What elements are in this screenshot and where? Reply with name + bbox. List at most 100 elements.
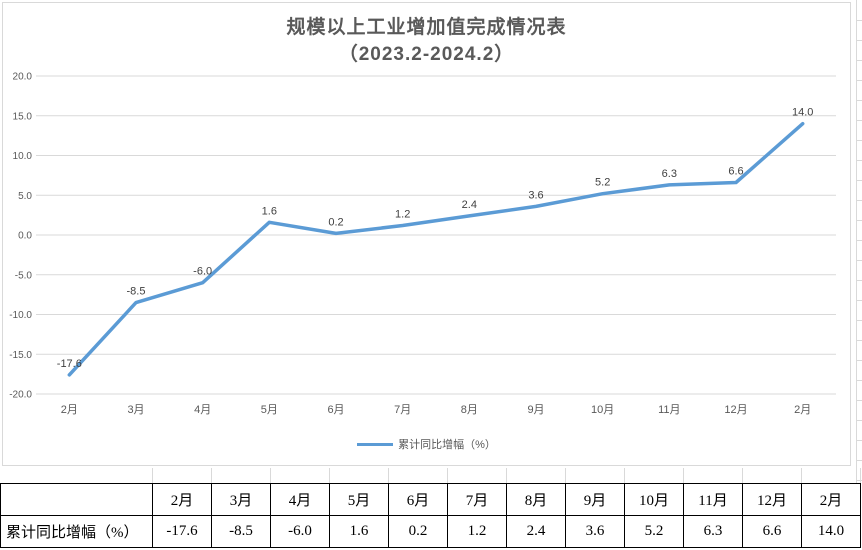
spreadsheet-gridline xyxy=(856,180,862,181)
spreadsheet-gridline xyxy=(856,380,862,381)
table-value-cell[interactable]: 6.6 xyxy=(742,515,802,548)
table-month-header-cell[interactable]: 4月 xyxy=(270,483,330,516)
data-label: 0.2 xyxy=(328,216,343,228)
spreadsheet-gridline xyxy=(856,160,862,161)
table-month-header-cell[interactable]: 8月 xyxy=(506,483,566,516)
spreadsheet-gridline xyxy=(856,280,862,281)
chart-legend[interactable]: 累计同比增幅（%） xyxy=(3,436,850,452)
x-axis-category-label: 2月 xyxy=(61,404,78,416)
spreadsheet-gridline xyxy=(270,468,271,483)
y-axis-tick-label: 0.0 xyxy=(18,231,32,242)
y-axis-tick-label: -20.0 xyxy=(9,390,32,401)
x-axis-category-label: 12月 xyxy=(724,404,747,416)
table-month-header-cell[interactable]: 5月 xyxy=(329,483,389,516)
table-value-cell[interactable]: -6.0 xyxy=(270,515,330,548)
x-axis-category-label: 3月 xyxy=(127,404,144,416)
data-label: 3.6 xyxy=(528,189,543,201)
table-month-header-cell[interactable]: 3月 xyxy=(211,483,271,516)
x-axis-category-label: 6月 xyxy=(327,404,344,416)
x-axis-category-label: 8月 xyxy=(461,404,478,416)
spreadsheet-gridline xyxy=(624,468,625,483)
x-axis-category-label: 10月 xyxy=(591,404,614,416)
data-label: 1.6 xyxy=(262,205,277,217)
spreadsheet-gridline xyxy=(211,468,212,483)
data-label: 6.3 xyxy=(662,168,677,180)
spreadsheet-gridline xyxy=(856,460,862,461)
data-label: -17.6 xyxy=(57,358,82,370)
data-label: -6.0 xyxy=(193,266,212,278)
spreadsheet-gridline xyxy=(856,420,862,421)
spreadsheet-gridline xyxy=(856,100,862,101)
spreadsheet-gridline xyxy=(856,120,862,121)
x-axis-category-label: 9月 xyxy=(527,404,544,416)
spreadsheet-gridline xyxy=(856,360,862,361)
table-corner-cell[interactable] xyxy=(0,483,153,516)
legend-label: 累计同比增幅（%） xyxy=(398,439,496,451)
table-month-header-cell[interactable]: 9月 xyxy=(565,483,625,516)
legend-line-swatch xyxy=(357,442,394,446)
y-axis-tick-label: -10.0 xyxy=(9,310,32,321)
table-value-cell[interactable]: -17.6 xyxy=(152,515,212,548)
table-value-cell[interactable]: 2.4 xyxy=(506,515,566,548)
data-label: -8.5 xyxy=(127,286,146,298)
table-month-header-cell[interactable]: 7月 xyxy=(447,483,507,516)
table-row-header-cell[interactable]: 累计同比增幅（%） xyxy=(0,515,153,548)
y-axis-tick-label: 20.0 xyxy=(13,72,33,83)
x-axis-category-label: 2月 xyxy=(794,404,811,416)
data-label: 5.2 xyxy=(595,177,610,189)
chart-frame[interactable]: 规模以上工业增加值完成情况表 （2023.2-2024.2） 20.0 15.0 1… xyxy=(2,2,851,466)
x-axis-category-label: 7月 xyxy=(394,404,411,416)
data-label: 2.4 xyxy=(462,199,477,211)
table-value-cell[interactable]: 1.6 xyxy=(329,515,389,548)
table-month-header-cell[interactable]: 6月 xyxy=(388,483,448,516)
spreadsheet-gridline xyxy=(801,468,802,483)
table-month-header-cell[interactable]: 2月 xyxy=(801,483,861,516)
spreadsheet-gridline xyxy=(856,20,862,21)
spreadsheet-gridline xyxy=(856,440,862,441)
line-chart-plot: 20.0 15.0 10.0 5.0 0.0 -5.0 -10.0 -15.0 -20.0 2月 3… xyxy=(9,72,836,416)
series-line[interactable] xyxy=(67,121,805,377)
spreadsheet-gridline xyxy=(447,468,448,483)
data-label: 14.0 xyxy=(792,107,813,119)
y-axis-tick-label: -15.0 xyxy=(9,350,32,361)
table-value-cell[interactable]: 14.0 xyxy=(801,515,861,548)
table-value-cell[interactable]: 5.2 xyxy=(624,515,684,548)
table-value-cell[interactable]: 6.3 xyxy=(683,515,743,548)
spreadsheet-gridline xyxy=(856,320,862,321)
table-month-header-cell[interactable]: 11月 xyxy=(683,483,743,516)
table-month-header-cell[interactable]: 2月 xyxy=(152,483,212,516)
table-value-cell[interactable]: 1.2 xyxy=(447,515,507,548)
data-table: 2月 3月 4月 5月 6月 7月 8月 9月 10月 11月 12月 2月 累计同比增幅（%） -17.… xyxy=(0,483,861,548)
y-axis-tick-label: -5.0 xyxy=(15,270,33,281)
spreadsheet-gridline xyxy=(683,468,684,483)
spreadsheet-gridline xyxy=(856,400,862,401)
spreadsheet-gridline xyxy=(565,468,566,483)
table-data-row: 累计同比增幅（%） -17.6 -8.5 -6.0 1.6 0.2 1.2 2.4 3.6 5.2… xyxy=(0,515,861,548)
data-label: 6.6 xyxy=(728,166,743,178)
spreadsheet-gridline xyxy=(856,220,862,221)
chart-title: 规模以上工业增加值完成情况表 xyxy=(286,17,567,38)
spreadsheet-gridline xyxy=(329,468,330,483)
spreadsheet-gridline xyxy=(860,468,861,483)
spreadsheet-gridline xyxy=(856,60,862,61)
spreadsheet-gridline xyxy=(856,480,862,481)
table-value-cell[interactable]: 3.6 xyxy=(565,515,625,548)
chart-subtitle: （2023.2-2024.2） xyxy=(338,44,515,65)
table-month-header-cell[interactable]: 10月 xyxy=(624,483,684,516)
table-month-header-cell[interactable]: 12月 xyxy=(742,483,802,516)
spreadsheet-gridline xyxy=(856,260,862,261)
table-value-cell[interactable]: -8.5 xyxy=(211,515,271,548)
x-axis-category-label: 11月 xyxy=(658,404,680,416)
spreadsheet-gridline xyxy=(856,200,862,201)
table-header-row: 2月 3月 4月 5月 6月 7月 8月 9月 10月 11月 12月 2月 xyxy=(0,483,861,516)
y-axis-tick-label: 5.0 xyxy=(18,191,32,202)
spreadsheet-gridline xyxy=(506,468,507,483)
x-axis-category-label: 5月 xyxy=(261,404,278,416)
spreadsheet-gridline xyxy=(856,240,862,241)
spreadsheet-gridline xyxy=(856,40,862,41)
spreadsheet-gridline xyxy=(856,340,862,341)
spreadsheet-gridline xyxy=(856,300,862,301)
data-label: 1.2 xyxy=(395,208,410,220)
table-value-cell[interactable]: 0.2 xyxy=(388,515,448,548)
spreadsheet-gridline xyxy=(856,140,862,141)
